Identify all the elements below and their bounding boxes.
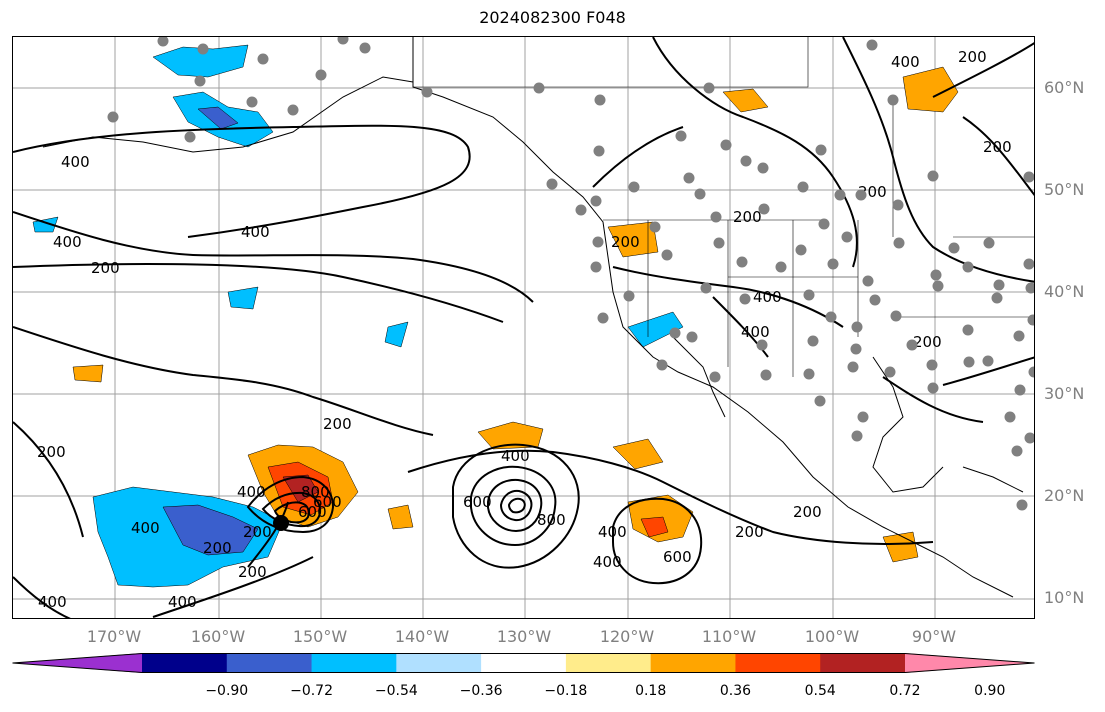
storm-center-marker: [273, 515, 289, 531]
colorbar-cell: [650, 653, 736, 673]
lon-label: 90°W: [911, 627, 957, 646]
colorbar-tick-label: −0.90: [205, 683, 249, 699]
contour-label: 200: [323, 415, 352, 433]
map-svg: 400 400 200 400 200 200 400 200 400 200 …: [13, 37, 1034, 618]
contour-label: 600: [313, 493, 342, 511]
contour-labels: 400 400 200 400 200 200 400 200 400 200 …: [37, 48, 1012, 611]
contour-label: 200: [91, 259, 120, 277]
contour-label: 400: [741, 323, 770, 341]
lon-label: 150°W: [292, 627, 348, 646]
lat-label: 40°N: [1044, 282, 1085, 301]
contour-label: 200: [793, 503, 822, 521]
colorbar-cell: [311, 653, 397, 673]
contour-label: 200: [983, 138, 1012, 156]
colorbar-tick-label: 0.36: [719, 683, 752, 699]
contour-label: 200: [733, 208, 762, 226]
contour-label: 600: [463, 493, 492, 511]
colorbar-tick-label: −0.54: [374, 683, 418, 699]
lat-lon-grid: [13, 37, 1034, 618]
colorbar-cell: [481, 653, 567, 673]
lat-label: 50°N: [1044, 180, 1085, 199]
lon-label: 130°W: [496, 627, 552, 646]
map-panel: 400 400 200 400 200 200 400 200 400 200 …: [12, 36, 1035, 619]
contour-label: 600: [298, 503, 327, 521]
station-markers: [107, 37, 1034, 511]
lon-label: 110°W: [701, 627, 757, 646]
colorbar-tick-label: −0.36: [459, 683, 503, 699]
colorbar-cell: [820, 653, 906, 673]
contour-label: 400: [61, 153, 90, 171]
lon-label: 170°W: [86, 627, 142, 646]
colorbar-cell: [226, 653, 313, 673]
colorbar: [12, 653, 1035, 673]
colorbar-tick-label: 0.54: [804, 683, 836, 699]
contour-label: 400: [753, 288, 782, 306]
lat-label: 10°N: [1044, 588, 1085, 607]
lat-label: 60°N: [1044, 78, 1085, 97]
plot-title: 2024082300 F048: [479, 8, 626, 27]
lon-label: 100°W: [804, 627, 860, 646]
contour-label: 600: [663, 548, 692, 566]
colorbar-tick-label: −0.18: [544, 683, 588, 699]
contour-label: 400: [38, 593, 67, 611]
contour-label: 200: [238, 563, 267, 581]
colorbar-tick-label: −0.72: [290, 683, 333, 699]
contour-label: 400: [593, 553, 622, 571]
contour-label: 800: [301, 483, 330, 501]
lon-label: 120°W: [599, 627, 655, 646]
lat-label: 30°N: [1044, 384, 1085, 403]
contour-label: 400: [53, 233, 82, 251]
lat-label: 20°N: [1044, 486, 1085, 505]
contour-label: 400: [891, 53, 920, 71]
lon-label: 160°W: [190, 627, 246, 646]
contour-label: 800: [537, 511, 566, 529]
colorbar-tick-label: 0.90: [974, 683, 1006, 699]
colorbar-cell: [735, 653, 821, 673]
contour-label: 400: [598, 523, 627, 541]
colorbar-tick-label: 0.18: [635, 683, 667, 699]
colorbar-cell: [396, 653, 482, 673]
contour-label: 200: [611, 233, 640, 251]
contour-label: 200: [243, 523, 272, 541]
lon-label: 140°W: [394, 627, 450, 646]
colorbar-extend-low: [12, 653, 142, 673]
contour-label: 200: [735, 523, 764, 541]
coastlines: [42, 37, 1024, 598]
contour-label: 400: [168, 593, 197, 611]
colorbar-tick-label: 0.72: [889, 683, 921, 699]
contour-label: 400: [501, 447, 530, 465]
contour-label: 200: [913, 333, 942, 351]
contour-label: 400: [241, 223, 270, 241]
colorbar-cell: [142, 653, 228, 673]
colorbar-cell: [565, 653, 652, 673]
contour-label: 200: [203, 539, 232, 557]
contour-label: 400: [131, 519, 160, 537]
colorbar-extend-high: [905, 653, 1035, 673]
contour-label: 200: [37, 443, 66, 461]
negative-shading: [32, 44, 684, 588]
contour-label: 200: [958, 48, 987, 66]
contour-label: 400: [237, 483, 266, 501]
